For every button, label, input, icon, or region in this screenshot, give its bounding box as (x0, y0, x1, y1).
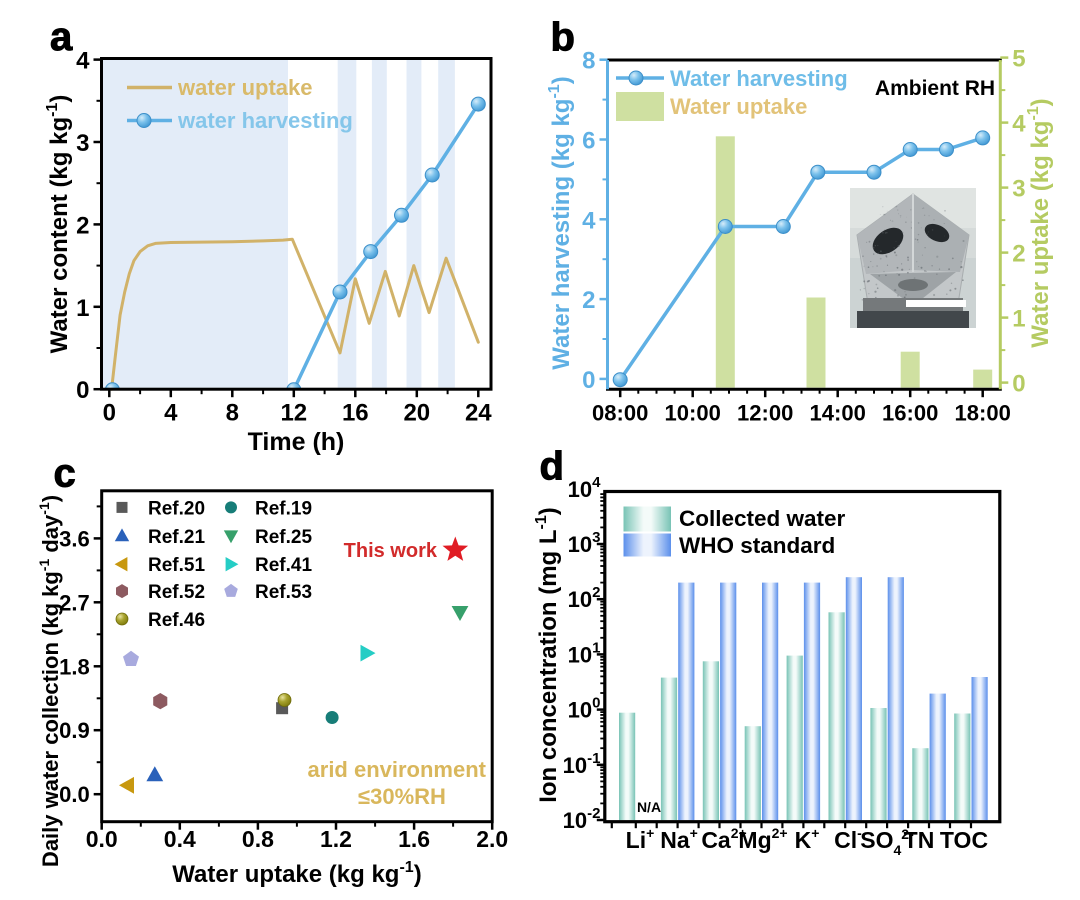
svg-text:water harvesting: water harvesting (177, 108, 353, 133)
svg-text:0: 0 (1012, 371, 1025, 398)
svg-text:c: c (54, 452, 76, 496)
svg-text:Ref.52: Ref.52 (148, 582, 205, 603)
svg-text:Ref.21: Ref.21 (148, 527, 205, 548)
svg-text:N/A: N/A (637, 799, 661, 815)
svg-text:1: 1 (76, 295, 89, 322)
svg-text:Water content (kg kg-1): Water content (kg kg-1) (44, 95, 73, 354)
svg-text:Ref.25: Ref.25 (255, 527, 312, 548)
svg-text:2: 2 (1012, 241, 1025, 268)
svg-text:This work: This work (344, 540, 438, 562)
svg-text:2: 2 (582, 287, 595, 314)
svg-text:Ref.41: Ref.41 (255, 555, 312, 576)
svg-text:10:00: 10:00 (665, 401, 721, 426)
svg-text:14:00: 14:00 (810, 401, 866, 426)
svg-text:4: 4 (1012, 111, 1026, 138)
svg-text:5: 5 (1012, 46, 1025, 73)
svg-text:TN: TN (904, 827, 935, 853)
svg-text:1.8: 1.8 (59, 654, 90, 679)
svg-text:Ref.19: Ref.19 (255, 498, 312, 519)
svg-text:2.7: 2.7 (59, 590, 90, 615)
svg-text:0: 0 (103, 400, 116, 427)
svg-text:Time (h): Time (h) (248, 428, 345, 456)
svg-text:Ambient RH: Ambient RH (875, 77, 995, 100)
svg-text:3: 3 (1012, 176, 1025, 203)
svg-text:0.8: 0.8 (242, 826, 274, 852)
svg-text:8: 8 (226, 400, 239, 427)
svg-text:2.0: 2.0 (476, 826, 508, 852)
svg-text:8: 8 (582, 48, 595, 75)
svg-text:TOC: TOC (940, 827, 988, 853)
svg-text:24: 24 (465, 400, 492, 427)
svg-text:1.2: 1.2 (320, 826, 352, 852)
svg-text:3: 3 (76, 130, 89, 157)
svg-text:Ref.53: Ref.53 (255, 582, 312, 603)
svg-text:Ion concentration (mg L-1): Ion concentration (mg L-1) (533, 507, 562, 803)
svg-text:WHO standard: WHO standard (679, 533, 835, 558)
svg-text:4: 4 (582, 207, 596, 234)
svg-text:3.6: 3.6 (59, 526, 90, 551)
svg-text:Daily water collection (kg kg-: Daily water collection (kg kg-1 day-1) (36, 495, 63, 867)
svg-text:Collected water: Collected water (679, 506, 846, 531)
svg-text:6: 6 (582, 128, 595, 155)
svg-text:Water uptake (kg kg-1): Water uptake (kg kg-1) (172, 859, 421, 888)
svg-text:b: b (551, 15, 575, 59)
svg-text:Ref.51: Ref.51 (148, 555, 205, 576)
svg-text:4: 4 (76, 48, 90, 75)
svg-text:20: 20 (403, 400, 430, 427)
svg-text:arid environment: arid environment (308, 757, 487, 782)
svg-text:Water uptake: Water uptake (670, 94, 807, 119)
svg-text:0.0: 0.0 (86, 826, 118, 852)
svg-text:Ref.20: Ref.20 (148, 498, 205, 519)
svg-text:16:00: 16:00 (882, 401, 938, 426)
svg-text:08:00: 08:00 (592, 401, 648, 426)
svg-text:1.6: 1.6 (398, 826, 430, 852)
svg-text:≤30%RH: ≤30%RH (358, 784, 446, 809)
svg-text:4: 4 (164, 400, 178, 427)
svg-text:12:00: 12:00 (737, 401, 793, 426)
svg-text:Water harvesting (kg kg-1): Water harvesting (kg kg-1) (546, 76, 575, 369)
svg-text:1: 1 (1012, 306, 1025, 333)
svg-text:Water harvesting: Water harvesting (670, 66, 848, 91)
svg-text:0: 0 (582, 367, 595, 394)
svg-text:12: 12 (280, 400, 307, 427)
svg-text:0.9: 0.9 (59, 718, 90, 743)
svg-text:Ref.46: Ref.46 (148, 610, 205, 631)
svg-text:0.0: 0.0 (59, 782, 90, 807)
svg-text:0.4: 0.4 (164, 826, 196, 852)
svg-text:2: 2 (76, 212, 89, 239)
svg-text:18:00: 18:00 (955, 401, 1011, 426)
svg-text:16: 16 (342, 400, 369, 427)
svg-text:101: 101 (568, 639, 601, 667)
svg-text:Water uptake (kg kg-1): Water uptake (kg kg-1) (1025, 98, 1054, 347)
svg-text:0: 0 (76, 377, 89, 404)
svg-text:a: a (50, 15, 73, 59)
svg-text:d: d (540, 444, 564, 488)
svg-text:water uptake: water uptake (177, 75, 313, 100)
